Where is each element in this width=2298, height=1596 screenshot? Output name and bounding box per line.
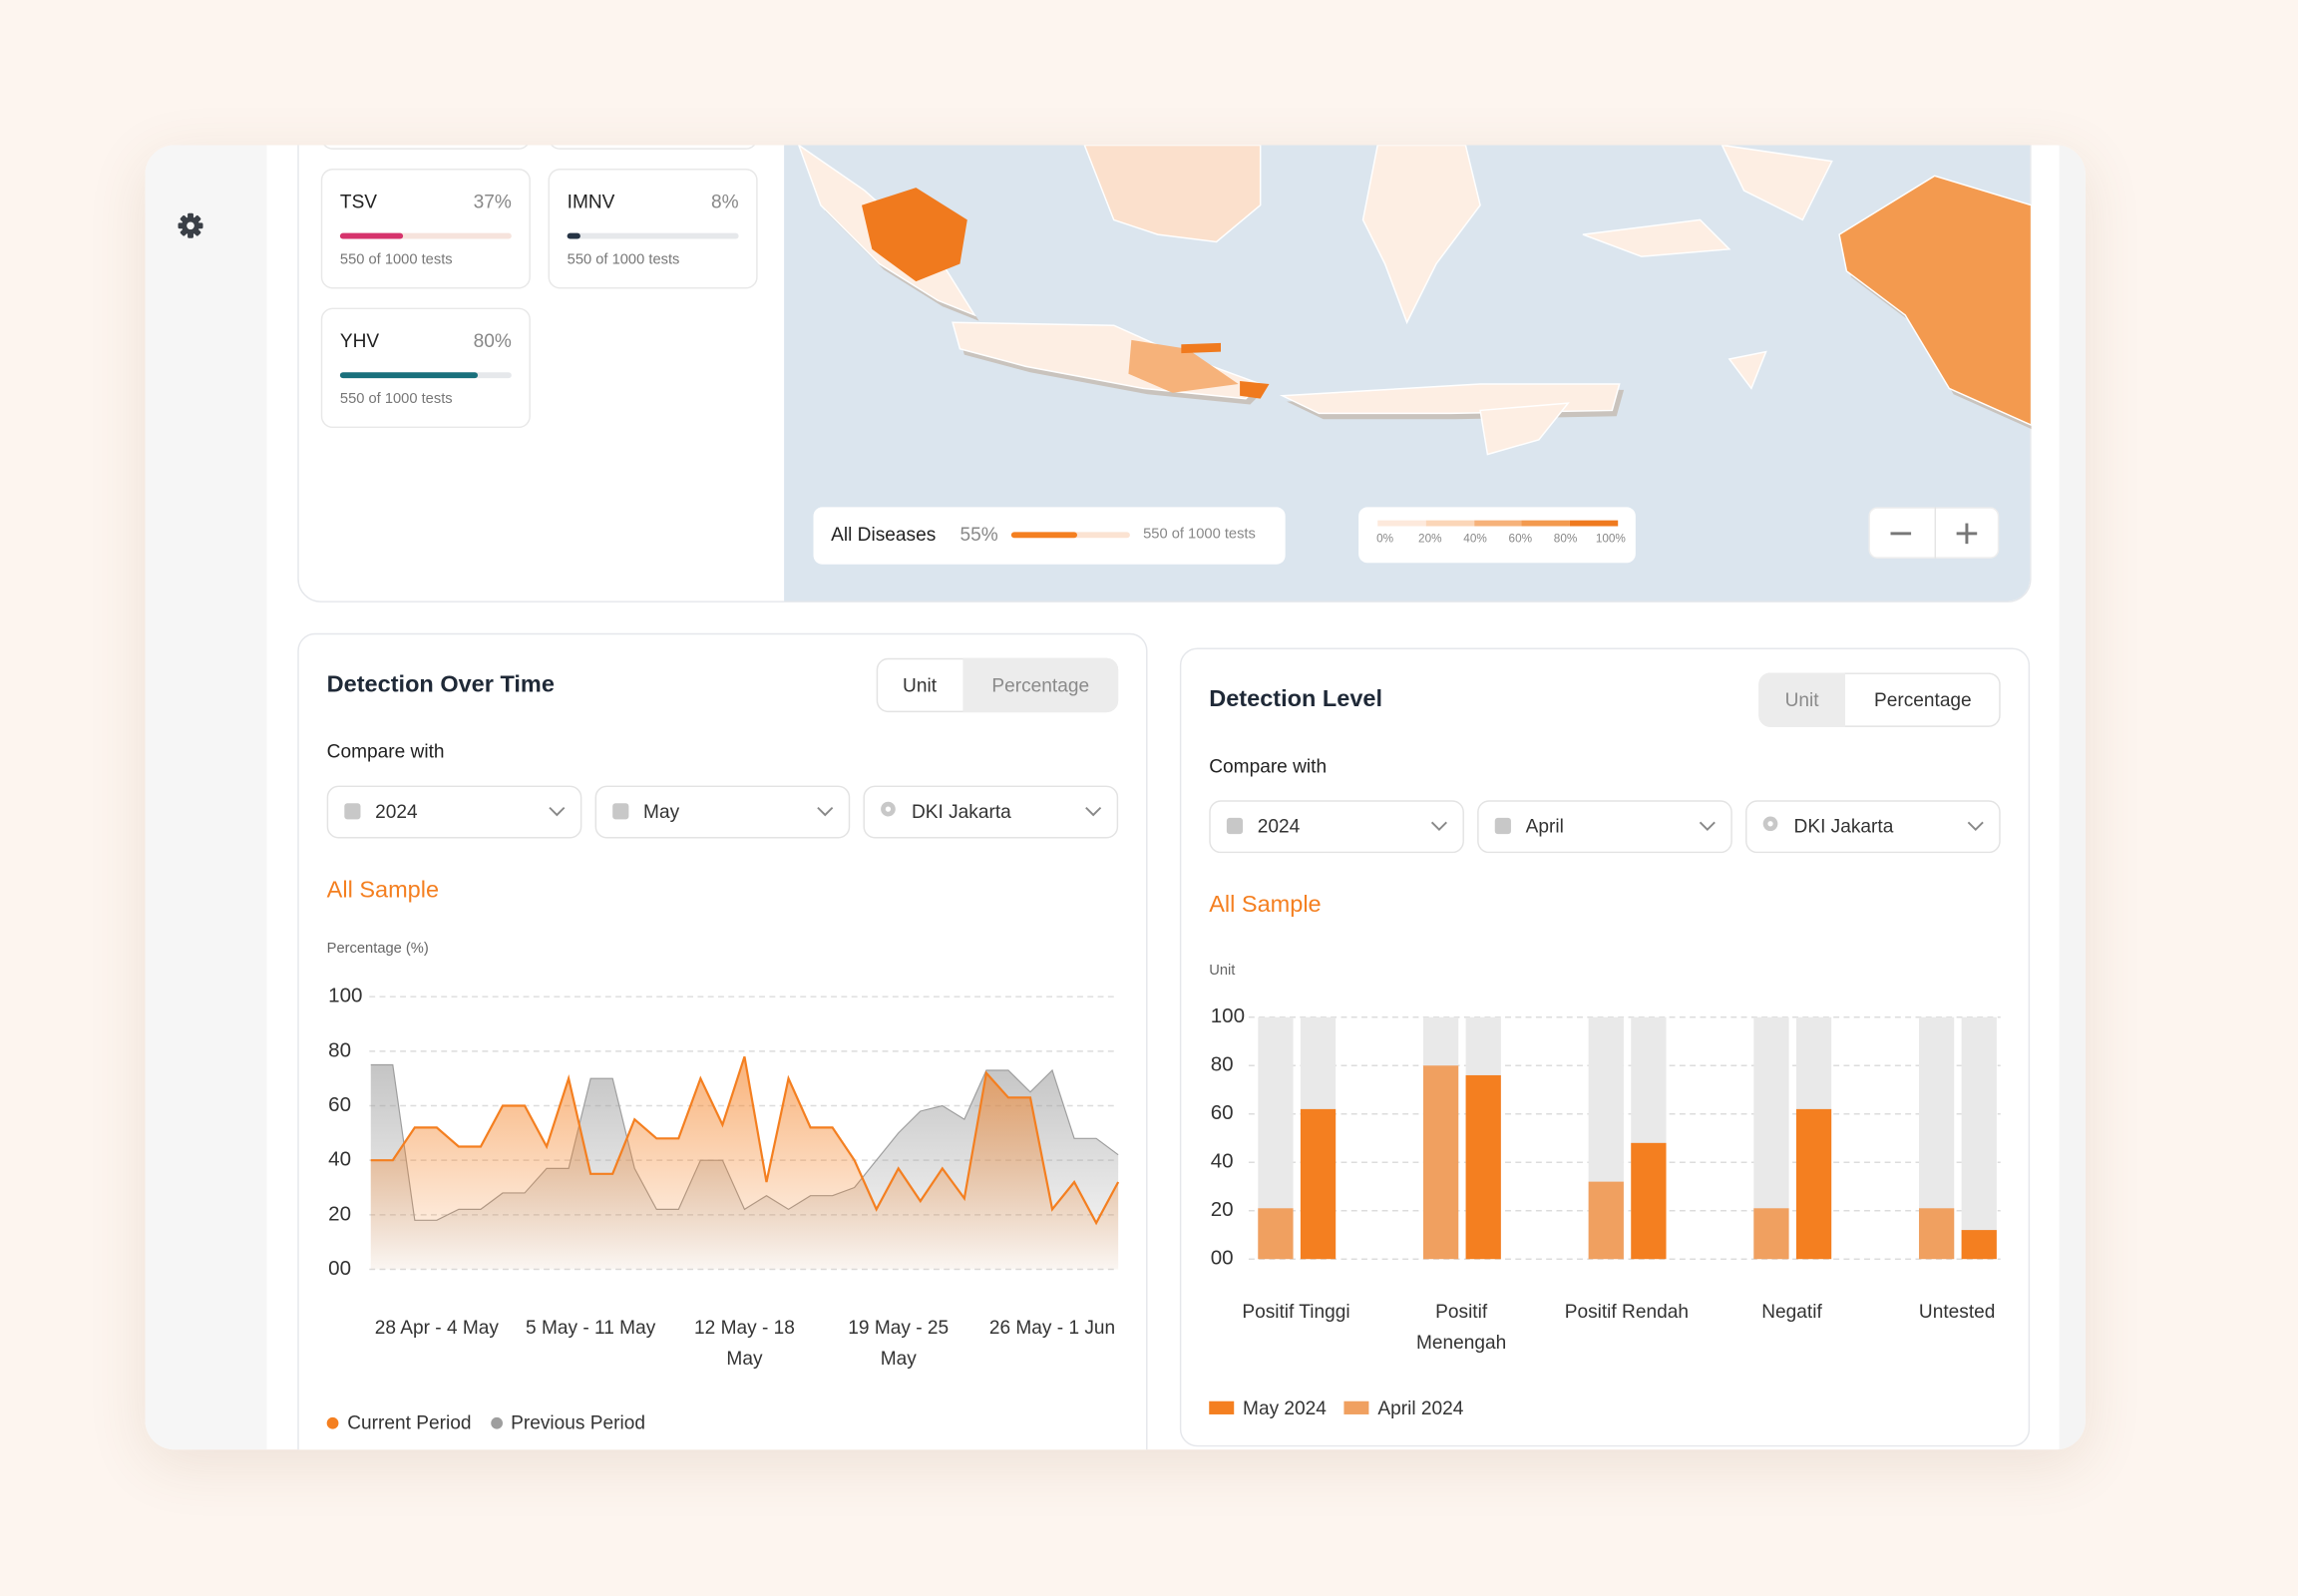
select-value: DKI Jakarta — [1793, 814, 1894, 838]
compare-label: Compare with — [1209, 754, 1328, 777]
legend-label: 40% — [1463, 532, 1487, 546]
disease-percent: 37% — [473, 191, 512, 213]
progress-fill — [567, 232, 581, 239]
disease-tests: 550 of 1000 tests — [339, 391, 453, 408]
legend-item: Current Period — [326, 1411, 472, 1434]
select[interactable] — [326, 785, 582, 839]
legend-segment — [1425, 520, 1474, 527]
y-axis-label: Unit — [1209, 963, 1236, 980]
legend: May 2024 April 2024 — [1209, 1396, 1463, 1418]
x-tick-label: 12 May - 18 May — [694, 1316, 795, 1370]
legend-label: April 2024 — [1377, 1396, 1464, 1419]
toggle-option[interactable]: Percentage — [962, 657, 1119, 713]
legend-swatch — [1209, 1400, 1235, 1414]
x-tick-label: 19 May - 25 May — [848, 1316, 950, 1370]
disease-name: YHV — [339, 329, 380, 352]
toggle-option[interactable]: Unit — [1758, 672, 1845, 727]
legend-label: 60% — [1508, 532, 1533, 546]
select[interactable] — [1745, 800, 2001, 854]
x-tick-label: Positif Rendah — [1564, 1300, 1689, 1323]
legend-label: 100% — [1595, 532, 1626, 546]
summary-fill — [1010, 532, 1077, 539]
legend-item: April 2024 — [1343, 1396, 1464, 1419]
x-tick-label: 26 May - 1 Jun — [988, 1316, 1116, 1339]
x-tick-label: Positif Menengah — [1416, 1300, 1507, 1354]
sidebar — [145, 145, 267, 1450]
disease-tests: 550 of 1000 tests — [567, 251, 680, 268]
legend-label: 80% — [1553, 532, 1578, 546]
select[interactable] — [1209, 800, 1464, 854]
select-value: May — [643, 800, 680, 823]
sample-label: All Sample — [326, 878, 440, 904]
summary-percent: 55% — [959, 523, 998, 546]
select[interactable] — [1477, 800, 1732, 854]
progress-track — [339, 232, 512, 239]
zoom-controls — [1868, 507, 2000, 559]
disease-card — [320, 307, 531, 429]
panel-title: Detection Level — [1209, 687, 1383, 713]
zoom-divider — [1934, 507, 1937, 559]
legend-segment — [1377, 520, 1426, 527]
progress-fill — [339, 232, 404, 239]
legend-segment — [1473, 520, 1522, 527]
disease-name: TSV — [339, 191, 378, 213]
zoom-out[interactable] — [1890, 532, 1912, 535]
content: TSV 37% 550 of 1000 tests IMNV 8% 550 of 1000… — [145, 145, 2086, 1450]
progress-track — [567, 232, 739, 239]
legend-segment — [1521, 520, 1570, 527]
toggle-option[interactable]: Unit — [903, 673, 938, 696]
select[interactable] — [863, 785, 1119, 839]
x-tick-label: Untested — [1918, 1300, 1996, 1323]
x-tick-label: Positif Tinggi — [1242, 1300, 1350, 1323]
sample-label: All Sample — [1209, 892, 1322, 918]
legend-item: Previous Period — [490, 1411, 646, 1434]
disease-tests: 550 of 1000 tests — [339, 251, 453, 268]
legend-label: Current Period — [347, 1411, 472, 1434]
app-window: TSV 37% 550 of 1000 tests IMNV 8% 550 of 1000… — [145, 145, 2086, 1450]
legend-item: May 2024 — [1209, 1396, 1327, 1418]
legend-dot — [326, 1416, 339, 1428]
summary-label: All Diseases — [831, 523, 937, 546]
disease-name: IMNV — [567, 191, 615, 213]
select-value: 2024 — [1257, 814, 1301, 838]
legend-segment — [1569, 520, 1619, 527]
settings-icon[interactable] — [176, 211, 204, 240]
map — [798, 145, 2032, 456]
summary-tests: 550 of 1000 tests — [1143, 526, 1256, 543]
y-axis-label: Percentage (%) — [326, 941, 429, 958]
map-legend — [1358, 507, 1636, 564]
legend-label: 0% — [1376, 532, 1394, 546]
panel-title: Detection Over Time — [326, 672, 555, 698]
legend-dot — [490, 1416, 503, 1428]
legend-label: May 2024 — [1243, 1396, 1327, 1419]
legend-label: 20% — [1418, 532, 1442, 546]
disease-card — [548, 168, 758, 289]
compare-label: Compare with — [326, 740, 445, 763]
scrollbar — [2059, 145, 2086, 1450]
detection-over-time-card — [297, 632, 1148, 1450]
select-value: DKI Jakarta — [911, 800, 1011, 823]
toggle-option[interactable]: Percentage — [1873, 688, 1972, 711]
x-tick-label: Negatif — [1761, 1300, 1822, 1323]
select-value: 2024 — [375, 800, 418, 823]
progress-fill — [339, 372, 478, 379]
select[interactable] — [594, 785, 851, 839]
card-partial — [320, 145, 531, 150]
legend-swatch — [1343, 1400, 1369, 1414]
disease-card — [320, 168, 531, 289]
legend-label: Previous Period — [511, 1411, 646, 1434]
select-value: April — [1525, 814, 1564, 838]
legend: Current Period Previous Period — [326, 1411, 646, 1434]
card-partial — [548, 145, 758, 150]
x-tick-label: 28 Apr - 4 May — [374, 1316, 499, 1339]
disease-percent: 80% — [473, 329, 512, 352]
disease-percent: 8% — [710, 191, 739, 213]
zoom-in-v — [1965, 522, 1969, 544]
x-tick-label: 5 May - 11 May — [526, 1316, 656, 1339]
